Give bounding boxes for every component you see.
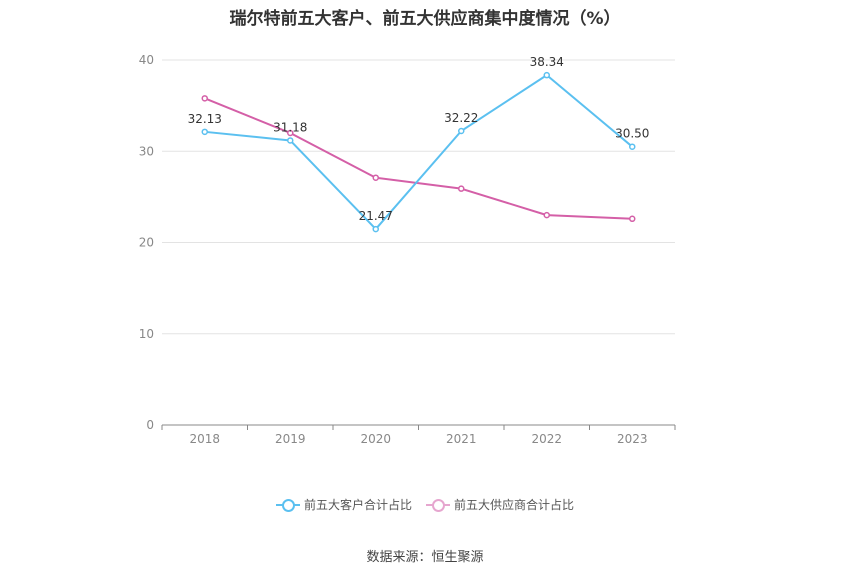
x-tick-label: 2022: [531, 432, 562, 446]
legend-item-customers[interactable]: 前五大客户合计占比: [275, 496, 412, 513]
data-point-0: [629, 143, 636, 150]
y-tick-label: 30: [139, 144, 154, 158]
legend-swatch-suppliers: [426, 498, 450, 512]
data-point-0: [543, 71, 550, 79]
data-point-0: [201, 128, 208, 136]
y-tick-label: 10: [139, 327, 154, 341]
x-tick-label: 2020: [360, 432, 391, 446]
y-tick-label: 40: [139, 53, 154, 67]
data-label: 32.13: [188, 112, 222, 126]
data-label: 30.50: [615, 127, 649, 141]
data-point-0: [372, 225, 379, 233]
legend-swatch-customers: [275, 498, 300, 512]
y-tick-label: 20: [139, 236, 154, 250]
legend-item-suppliers[interactable]: 前五大供应商合计占比: [426, 496, 574, 513]
y-tick-label: 0: [146, 418, 154, 432]
data-point-0: [287, 137, 294, 144]
series-line-1: [204, 97, 633, 220]
x-tick-label: 2019: [275, 432, 306, 446]
data-label: 32.22: [444, 111, 478, 125]
chart-title: 瑞尔特前五大客户、前五大供应商集中度情况（%）: [229, 9, 621, 29]
x-tick-label: 2023: [617, 432, 648, 446]
data-point-1: [629, 215, 636, 223]
legend-label-suppliers: 前五大供应商合计占比: [454, 498, 575, 512]
data-point-1: [458, 185, 465, 192]
x-tick-label: 2021: [446, 432, 477, 446]
x-tick-label: 2018: [189, 432, 220, 446]
data-point-1: [201, 95, 208, 102]
data-label: 21.47: [359, 209, 393, 223]
legend: 前五大客户合计占比 前五大供应商合计占比: [0, 496, 850, 513]
data-source: 数据来源：恒生聚源: [366, 550, 484, 565]
legend-label-customers: 前五大客户合计占比: [303, 498, 412, 512]
data-label: 38.34: [530, 55, 564, 69]
data-point-0: [458, 127, 465, 135]
data-point-1: [543, 211, 550, 219]
series-line-0: [204, 74, 633, 231]
data-label: 31.18: [273, 120, 307, 134]
data-point-1: [287, 129, 294, 137]
data-point-1: [372, 174, 379, 181]
